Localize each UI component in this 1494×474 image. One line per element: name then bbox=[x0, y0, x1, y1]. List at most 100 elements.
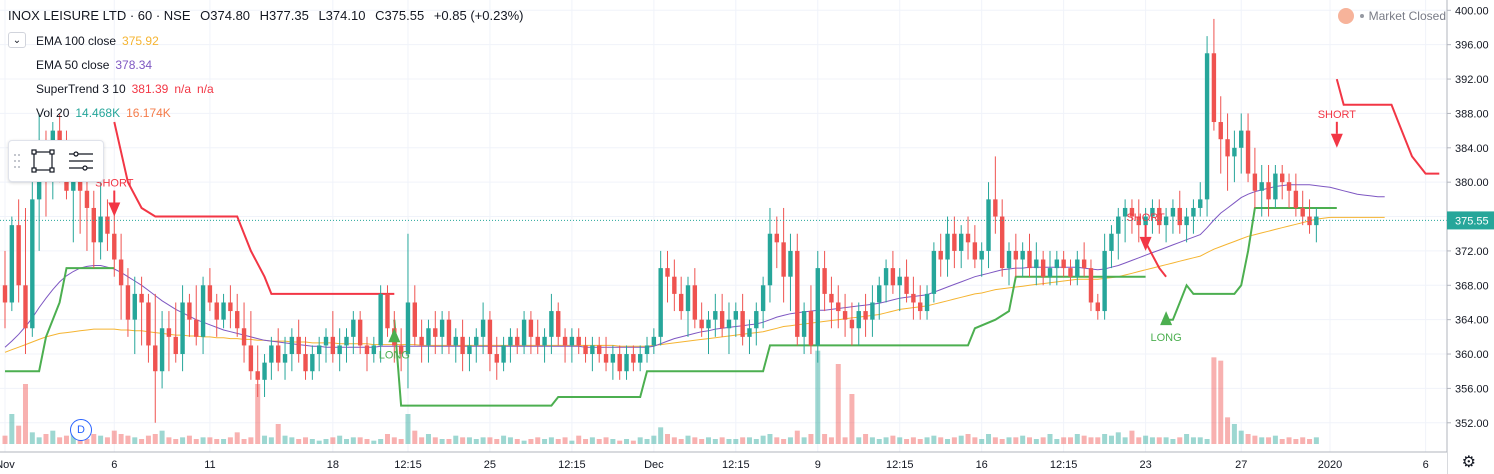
volume-bar bbox=[139, 439, 145, 444]
volume-bar bbox=[487, 437, 493, 444]
candle bbox=[624, 345, 629, 380]
symbol-title[interactable]: INOX LEISURE LTD · 60 · NSE bbox=[8, 8, 191, 23]
candle-body bbox=[289, 336, 295, 355]
volume-bar bbox=[473, 439, 479, 444]
volume-bar bbox=[876, 439, 882, 444]
ema100-value: 375.92 bbox=[122, 34, 159, 48]
market-status[interactable]: Market Closed bbox=[1337, 8, 1446, 24]
candle bbox=[276, 328, 281, 372]
ema100-line bbox=[4, 216, 1385, 353]
candle-body bbox=[23, 285, 28, 329]
volume-bar bbox=[1143, 435, 1149, 444]
candle-body bbox=[323, 336, 329, 346]
candle-body bbox=[385, 293, 390, 329]
candle-body bbox=[863, 311, 868, 320]
drag-handle-icon[interactable] bbox=[14, 154, 20, 168]
candle bbox=[972, 225, 978, 269]
candle bbox=[1075, 250, 1080, 286]
volume-bar bbox=[1027, 437, 1032, 444]
candle-body bbox=[610, 354, 616, 363]
volume-bar bbox=[241, 439, 247, 444]
candle-body bbox=[1068, 268, 1073, 277]
candle-body bbox=[1061, 259, 1066, 269]
volume-bar bbox=[863, 434, 869, 444]
candle bbox=[480, 302, 486, 355]
candle-body bbox=[1157, 207, 1162, 226]
candle bbox=[1034, 242, 1039, 286]
volume-bar bbox=[1136, 437, 1142, 444]
candle-body bbox=[1027, 250, 1032, 269]
volume-bar bbox=[1307, 439, 1313, 444]
candle-body bbox=[692, 285, 698, 320]
candle-body bbox=[139, 293, 144, 303]
volume-bar bbox=[289, 437, 295, 444]
candle-body bbox=[344, 336, 349, 346]
candle bbox=[16, 199, 21, 303]
candle-body bbox=[556, 311, 561, 337]
indicator-ema50[interactable]: EMA 50 close 378.34 bbox=[36, 58, 152, 72]
candle bbox=[426, 319, 431, 363]
lines-tool-icon[interactable] bbox=[69, 151, 93, 171]
volume-bar bbox=[555, 439, 561, 444]
candle bbox=[1102, 233, 1107, 320]
candle bbox=[760, 276, 766, 329]
candle-body bbox=[637, 354, 643, 363]
indicator-ema100[interactable]: EMA 100 close 375.92 bbox=[36, 34, 159, 48]
candle bbox=[590, 336, 595, 372]
candle bbox=[2, 250, 8, 329]
candle-body bbox=[1177, 207, 1182, 226]
gear-icon[interactable]: ⚙ bbox=[1461, 454, 1476, 471]
volume-bar bbox=[1081, 435, 1087, 444]
candle-body bbox=[132, 293, 137, 320]
indicator-supertrend[interactable]: SuperTrend 3 10 381.39 n/a n/a bbox=[36, 82, 214, 96]
candle-body bbox=[651, 336, 657, 346]
collapse-legend-button[interactable]: ⌄ bbox=[8, 32, 26, 48]
volume-bar bbox=[1149, 437, 1155, 444]
candle bbox=[521, 311, 527, 355]
volume-bar bbox=[767, 434, 773, 444]
candle bbox=[822, 250, 827, 312]
candle bbox=[371, 336, 377, 363]
volume-bar bbox=[309, 439, 315, 444]
volume-bar bbox=[275, 424, 281, 444]
candle-body bbox=[972, 242, 978, 260]
candle bbox=[1047, 250, 1053, 286]
indicator-volume[interactable]: Vol 20 14.468K 16.174K bbox=[36, 106, 171, 120]
candle bbox=[1232, 130, 1237, 183]
volume-bar bbox=[9, 414, 15, 444]
candle-body bbox=[159, 328, 165, 372]
candle bbox=[808, 285, 814, 355]
volume-bar bbox=[924, 437, 930, 444]
volume-bar bbox=[794, 430, 800, 444]
volume-bar bbox=[610, 439, 616, 444]
volume-bar bbox=[98, 435, 104, 444]
candle-body bbox=[310, 354, 315, 372]
events-badge[interactable]: D bbox=[70, 419, 92, 441]
candle bbox=[993, 156, 998, 234]
candle-body bbox=[706, 319, 711, 329]
candle bbox=[999, 199, 1005, 277]
candle bbox=[84, 173, 90, 251]
volume-bar bbox=[1245, 434, 1251, 444]
candle-body bbox=[726, 319, 732, 329]
candle bbox=[1081, 242, 1087, 277]
volume-bar bbox=[303, 437, 309, 444]
candle bbox=[105, 199, 110, 251]
candle bbox=[1027, 233, 1032, 277]
candle bbox=[460, 319, 465, 372]
candle bbox=[118, 233, 124, 320]
volume-bar bbox=[262, 435, 268, 444]
volume-bar bbox=[651, 435, 657, 444]
volume-bar bbox=[1040, 437, 1046, 444]
volume-bar bbox=[699, 439, 705, 444]
candles bbox=[2, 18, 1319, 423]
rectangle-tool-icon[interactable] bbox=[31, 149, 55, 173]
volume-bar bbox=[344, 439, 349, 444]
volume-bar bbox=[145, 435, 151, 444]
candle-body bbox=[911, 293, 916, 303]
short-arrow-icon bbox=[108, 202, 121, 217]
volume-bar bbox=[992, 437, 998, 444]
candle bbox=[1280, 164, 1285, 200]
candle-body bbox=[91, 207, 96, 243]
